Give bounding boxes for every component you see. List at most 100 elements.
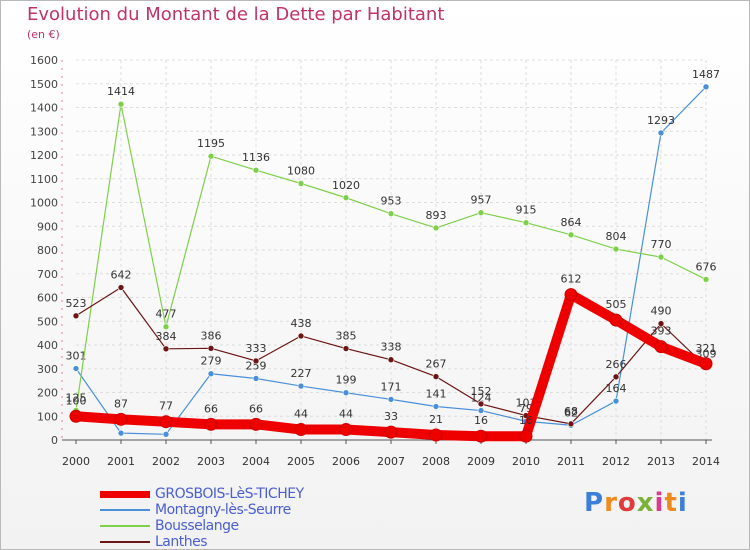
data-point-0 <box>294 423 308 437</box>
chart-subtitle: (en €) <box>27 28 60 41</box>
y-tick-label: 300 <box>37 363 58 376</box>
y-tick-label: 0 <box>51 434 58 447</box>
data-label-0: 66 <box>204 402 218 415</box>
data-label-1: 279 <box>201 355 222 368</box>
data-point-3 <box>567 420 575 428</box>
x-tick-label: 2004 <box>242 455 270 468</box>
legend-swatch <box>100 541 150 543</box>
data-point-3 <box>657 320 665 327</box>
logo-letter: x <box>636 488 655 518</box>
data-label-3: 385 <box>336 330 357 343</box>
data-point-1 <box>702 83 710 91</box>
data-point-2 <box>252 166 260 174</box>
data-point-2 <box>162 323 170 331</box>
y-tick-label: 1000 <box>30 197 58 210</box>
data-point-1 <box>297 382 305 390</box>
data-point-3 <box>477 400 485 408</box>
data-point-2 <box>657 253 665 261</box>
y-tick-label: 200 <box>37 387 58 400</box>
logo-letter: t <box>664 488 678 518</box>
data-label-2: 1195 <box>197 137 225 150</box>
data-point-3 <box>342 345 350 352</box>
x-tick-label: 2012 <box>602 455 630 468</box>
data-label-1: 62 <box>564 406 578 419</box>
data-point-0 <box>699 357 713 371</box>
data-label-1: 164 <box>606 382 627 395</box>
data-label-3: 386 <box>201 329 222 342</box>
data-label-3: 438 <box>291 317 312 330</box>
data-label-1: 141 <box>426 388 447 401</box>
y-tick-label: 100 <box>37 410 58 423</box>
x-tick-label: 2000 <box>62 455 90 468</box>
data-point-3 <box>117 284 125 291</box>
data-label-3: 523 <box>66 297 87 310</box>
logo-letter: i <box>654 488 665 518</box>
data-label-0: 21 <box>429 413 443 426</box>
x-tick-label: 2006 <box>332 455 360 468</box>
data-point-0 <box>519 429 533 443</box>
data-point-2 <box>342 194 350 202</box>
data-label-3: 490 <box>651 305 672 318</box>
data-point-0 <box>114 412 128 426</box>
data-label-3: 68 <box>564 405 578 418</box>
x-tick-label: 2001 <box>107 455 135 468</box>
data-point-2 <box>387 210 395 217</box>
data-point-3 <box>72 312 80 320</box>
data-point-2 <box>117 100 125 108</box>
x-tick-label: 2009 <box>467 455 495 468</box>
data-point-2 <box>612 245 620 253</box>
legend: GROSBOIS-LèS-TICHEY Montagny-lès-Seurre Bo… <box>100 486 304 550</box>
data-point-0 <box>609 313 623 327</box>
data-point-2 <box>207 152 215 160</box>
data-label-3: 266 <box>606 358 627 371</box>
x-tick-label: 2008 <box>422 455 450 468</box>
y-tick-label: 600 <box>37 292 58 305</box>
data-label-2: 477 <box>156 308 177 321</box>
chart-title: Evolution du Montant de la Dette par Hab… <box>27 4 445 25</box>
data-label-0: 321 <box>696 342 717 355</box>
data-label-0: 612 <box>561 273 582 286</box>
data-label-2: 1414 <box>107 85 135 98</box>
x-tick-label: 2003 <box>197 455 225 468</box>
data-point-2 <box>702 276 710 283</box>
data-label-1: 1487 <box>692 68 720 81</box>
logo-letter: i <box>677 488 688 518</box>
data-label-2: 893 <box>426 209 447 222</box>
data-label-2: 770 <box>651 238 672 251</box>
data-point-3 <box>162 345 170 353</box>
legend-item: Bousselange <box>100 518 304 534</box>
legend-item: Lanthes <box>100 534 304 550</box>
x-tick-label: 2005 <box>287 455 315 468</box>
x-tick-label: 2010 <box>512 455 540 468</box>
data-point-0 <box>564 288 578 302</box>
data-label-1: 199 <box>336 374 357 387</box>
data-point-2 <box>522 219 530 226</box>
data-point-1 <box>477 407 485 414</box>
data-point-0 <box>69 409 83 423</box>
data-label-1: 1293 <box>647 114 675 127</box>
data-label-3: 152 <box>471 385 492 398</box>
x-tick-label: 2014 <box>692 455 720 468</box>
logo-letter: P <box>584 488 605 518</box>
data-label-2: 957 <box>471 194 492 207</box>
x-tick-label: 2002 <box>152 455 180 468</box>
y-tick-label: 900 <box>37 220 58 233</box>
data-point-0 <box>654 340 668 354</box>
y-tick-label: 1200 <box>30 149 58 162</box>
data-point-0 <box>429 428 443 442</box>
x-tick-label: 2007 <box>377 455 405 468</box>
data-point-1 <box>387 396 395 403</box>
y-tick-label: 1600 <box>30 54 58 67</box>
data-point-0 <box>159 415 173 429</box>
data-point-3 <box>432 373 440 380</box>
data-point-3 <box>207 345 215 352</box>
data-point-3 <box>612 373 620 381</box>
data-point-1 <box>162 430 170 438</box>
x-tick-label: 2013 <box>647 455 675 468</box>
data-label-1: 301 <box>66 350 87 363</box>
legend-label: Bousselange <box>155 518 239 534</box>
logo-letter: r <box>604 488 618 518</box>
data-point-1 <box>657 129 665 137</box>
data-label-3: 333 <box>246 342 267 355</box>
